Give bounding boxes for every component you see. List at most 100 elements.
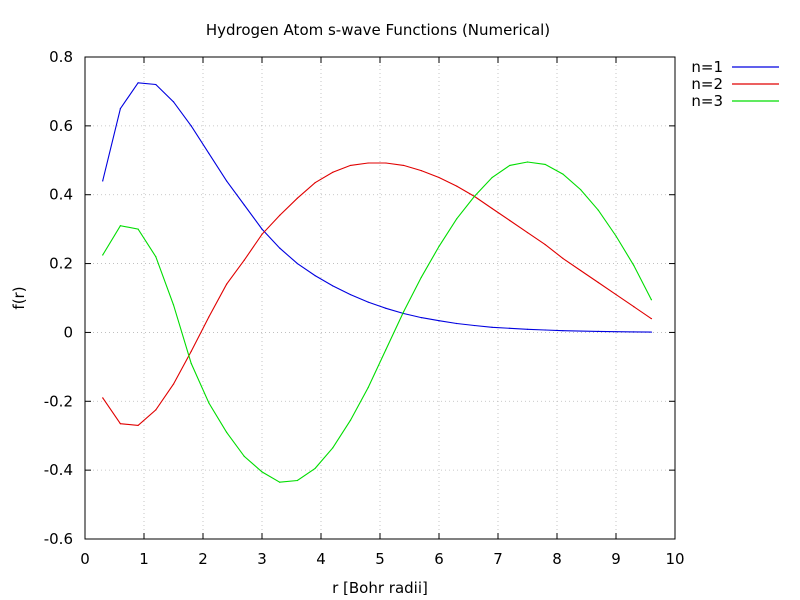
data-point — [172, 383, 175, 385]
data-point — [332, 447, 334, 449]
data-point — [562, 330, 564, 332]
data-point — [597, 281, 599, 284]
x-tick-label: 4 — [316, 550, 326, 568]
data-point — [456, 218, 458, 220]
y-axis-label: f(r) — [10, 286, 28, 309]
x-tick-label: 7 — [493, 550, 503, 568]
chart-title: Hydrogen Atom s-wave Functions (Numerica… — [206, 21, 550, 39]
data-point — [509, 219, 511, 222]
data-point — [137, 424, 139, 426]
data-point — [367, 162, 369, 164]
data-point — [473, 324, 475, 327]
y-tick-label: 0.6 — [49, 117, 73, 135]
series-layer — [102, 82, 653, 483]
data-point — [102, 254, 104, 256]
x-tick-label: 5 — [375, 550, 385, 568]
data-point — [456, 322, 458, 325]
data-point — [438, 176, 440, 179]
x-tick-label: 1 — [139, 550, 149, 568]
x-tick-label: 3 — [257, 550, 267, 568]
data-point — [650, 318, 653, 320]
data-point — [526, 161, 529, 163]
data-point — [119, 423, 121, 425]
data-point — [403, 311, 405, 313]
data-point — [137, 82, 139, 84]
data-point — [385, 307, 387, 309]
data-point — [190, 350, 192, 352]
series-line-n=3 — [102, 161, 652, 483]
data-point — [172, 101, 175, 103]
data-point — [349, 164, 352, 167]
data-point — [438, 245, 440, 247]
y-tick-label: 0.8 — [49, 48, 73, 66]
data-point — [119, 225, 121, 227]
data-point — [438, 320, 440, 322]
x-tick-label: 10 — [665, 550, 684, 568]
series-line-n=1 — [102, 82, 652, 333]
data-point — [208, 316, 210, 318]
data-point — [137, 228, 139, 230]
data-point — [544, 163, 546, 166]
data-point — [491, 326, 493, 328]
data-point — [243, 455, 245, 457]
data-point — [473, 195, 475, 198]
data-point — [261, 228, 263, 230]
data-point — [580, 188, 582, 191]
data-point — [226, 180, 228, 182]
data-point — [261, 471, 263, 473]
data-point — [615, 331, 617, 333]
data-point — [562, 173, 564, 175]
grid-lines — [85, 57, 675, 539]
data-point — [420, 170, 422, 172]
data-point — [650, 299, 653, 301]
y-tick-label: -0.2 — [44, 392, 73, 410]
data-point — [226, 283, 228, 285]
y-tick-labels: -0.6 -0.4 -0.2 0 0.2 0.4 0.6 0.8 — [44, 48, 73, 548]
data-point — [296, 262, 298, 265]
data-point — [526, 231, 529, 234]
data-point — [102, 180, 104, 182]
data-point — [420, 317, 422, 319]
x-tick-labels: 0 1 2 3 4 5 6 7 8 9 10 — [80, 550, 684, 568]
data-point — [314, 182, 316, 184]
data-point — [261, 233, 263, 235]
data-point — [491, 207, 493, 210]
legend-label: n=3 — [691, 92, 723, 110]
data-point — [119, 108, 121, 110]
data-point — [208, 402, 210, 404]
data-point — [526, 328, 529, 330]
data-point — [367, 386, 369, 389]
data-point — [279, 214, 281, 216]
x-tick-label: 8 — [552, 550, 562, 568]
data-point — [208, 152, 210, 154]
data-point — [385, 162, 387, 164]
data-point — [155, 83, 157, 86]
data-point — [544, 244, 546, 246]
legend: n=1n=2n=3 — [691, 58, 779, 110]
legend-label: n=1 — [691, 58, 723, 76]
data-point — [243, 204, 245, 206]
data-point — [509, 327, 511, 329]
data-point — [615, 235, 617, 237]
data-point — [349, 293, 352, 296]
x-tick-label: 2 — [198, 550, 208, 568]
y-tick-label: 0.4 — [49, 186, 73, 204]
data-point — [633, 264, 635, 266]
data-point — [332, 171, 334, 173]
data-point — [296, 197, 298, 199]
data-point — [279, 481, 281, 483]
data-point — [279, 247, 281, 249]
data-point — [367, 301, 369, 303]
axis-ticks — [84, 56, 676, 540]
data-point — [155, 409, 157, 411]
data-point — [580, 269, 582, 272]
x-axis-label: r [Bohr radii] — [332, 579, 428, 597]
data-point — [314, 275, 316, 277]
y-tick-label: -0.4 — [44, 461, 73, 479]
legend-label: n=2 — [691, 75, 723, 93]
data-point — [172, 304, 175, 306]
data-point — [544, 329, 546, 331]
data-point — [190, 125, 192, 127]
data-point — [243, 259, 245, 261]
